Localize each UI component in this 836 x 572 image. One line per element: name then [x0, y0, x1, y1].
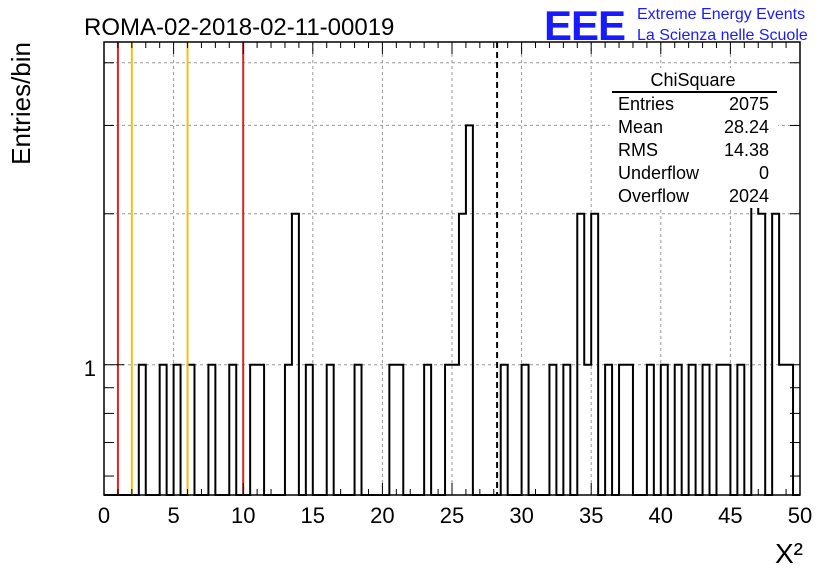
histogram-bin — [139, 365, 146, 495]
x-tick-labels: 0 5 10 15 20 25 30 35 40 45 50 — [98, 503, 812, 528]
stats-value: 28.24 — [724, 117, 769, 137]
x-tick-label: 5 — [167, 503, 179, 528]
histogram-bin — [577, 214, 584, 495]
histogram-bin — [584, 365, 591, 495]
stats-title: ChiSquare — [650, 70, 735, 90]
x-axis-label: X² — [775, 538, 803, 569]
logo-line-1: Extreme Energy Events — [637, 6, 805, 23]
y-tick-label-1: 1 — [84, 356, 96, 381]
histogram-bin — [522, 365, 529, 495]
logo-line-2: La Scienza nelle Scuole — [637, 27, 808, 44]
chart-title: ROMA-02-2018-02-11-00019 — [84, 14, 394, 41]
histogram-bin — [452, 365, 459, 495]
stats-value: 0 — [759, 163, 769, 183]
histogram-bin — [355, 365, 362, 495]
histogram-bin — [501, 365, 508, 495]
axis-ticks — [104, 42, 800, 495]
histogram-bin — [619, 365, 626, 495]
histogram-bin — [661, 365, 668, 495]
histogram-bin — [188, 365, 195, 495]
histogram-bin — [257, 365, 264, 495]
histogram-bin — [160, 365, 167, 495]
histogram-bin — [285, 365, 292, 495]
histogram-bin — [779, 365, 786, 495]
x-tick-label: 45 — [718, 503, 742, 528]
histogram-bin — [675, 365, 682, 495]
eee-logo: EEE — [544, 2, 625, 49]
histogram-bin — [466, 125, 473, 495]
histogram-bin — [605, 365, 612, 495]
histogram-bin — [424, 365, 431, 495]
stats-label: RMS — [618, 140, 658, 160]
x-tick-label: 10 — [231, 503, 255, 528]
histogram-bin — [327, 365, 334, 495]
histogram-bin — [758, 214, 765, 495]
histogram-bin — [396, 365, 403, 495]
histogram-bin — [772, 214, 779, 495]
histogram-bin — [703, 365, 710, 495]
histogram-bin — [689, 365, 696, 495]
histogram-bin — [647, 365, 654, 495]
stats-value: 2024 — [729, 186, 769, 206]
x-tick-label: 15 — [301, 503, 325, 528]
histogram-bin — [723, 365, 730, 495]
x-tick-label: 30 — [509, 503, 533, 528]
histogram-bin — [786, 365, 793, 495]
histogram-bin — [250, 365, 257, 495]
x-tick-label: 0 — [98, 503, 110, 528]
histogram-bin — [292, 214, 299, 495]
x-tick-label: 40 — [649, 503, 673, 528]
histogram-bin — [549, 365, 556, 495]
histogram-bin — [229, 365, 236, 495]
reference-lines — [116, 42, 499, 495]
histogram-bin — [626, 365, 633, 495]
stats-label: Overflow — [618, 186, 690, 206]
x-tick-label: 35 — [579, 503, 603, 528]
histogram-bin — [563, 365, 570, 495]
histogram-bin — [737, 365, 744, 495]
histogram-bin — [591, 214, 598, 495]
x-tick-label: 50 — [788, 503, 812, 528]
stats-box: ChiSquare Entries 2075 Mean 28.24 RMS 14.38 Un… — [610, 68, 778, 208]
stats-label: Entries — [618, 94, 674, 114]
histogram-bin — [459, 214, 466, 495]
histogram-bin — [716, 365, 723, 495]
histogram-bin — [208, 365, 215, 495]
histogram-bin — [174, 365, 181, 495]
histogram-bin — [306, 365, 313, 495]
y-axis-label: Entries/bin — [6, 42, 36, 165]
stats-value: 14.38 — [724, 140, 769, 160]
stats-label: Mean — [618, 117, 663, 137]
x-tick-label: 20 — [370, 503, 394, 528]
histogram-bin — [389, 365, 396, 495]
histogram-bin — [445, 365, 452, 495]
stats-value: 2075 — [729, 94, 769, 114]
x-tick-label: 25 — [440, 503, 464, 528]
stats-label: Underflow — [618, 163, 700, 183]
